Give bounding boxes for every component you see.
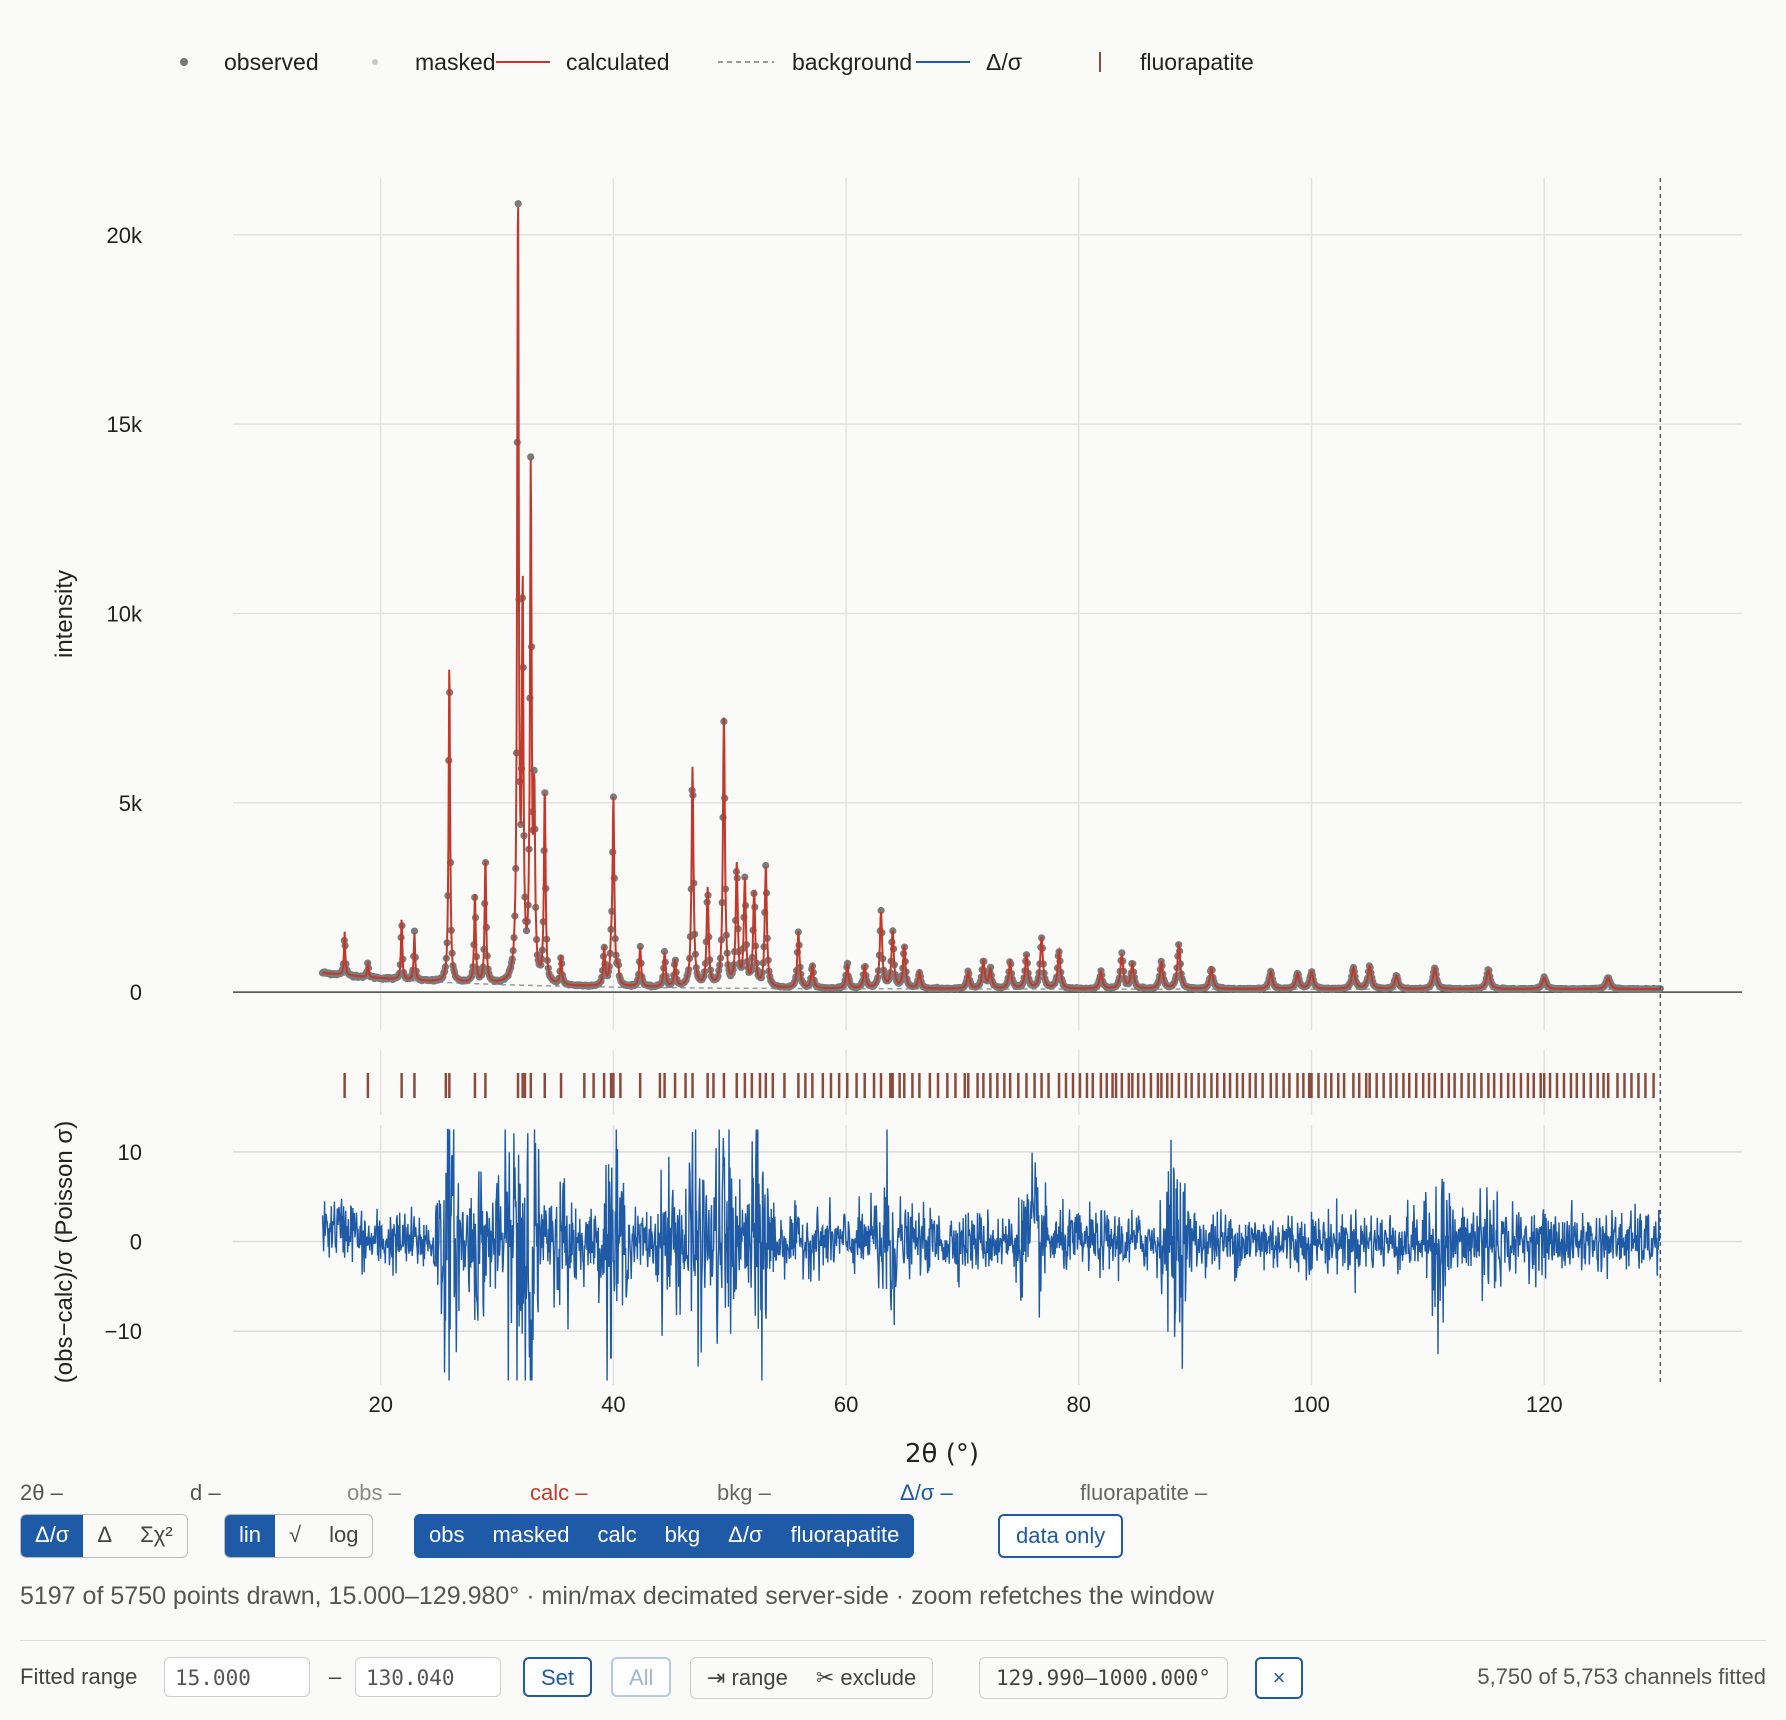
readout-2: obs – [347, 1480, 401, 1505]
observed-point [527, 453, 535, 461]
y-axis-title-residual: (obs−calc)/σ (Poisson σ) [51, 1121, 78, 1383]
x-tick-label: 60 [834, 1392, 858, 1417]
legend-item-background[interactable]: background [718, 49, 912, 75]
observed-points [318, 200, 1664, 994]
legend-label-masked: masked [415, 49, 496, 75]
residual-plot[interactable] [321, 1128, 1661, 1381]
observed-point [514, 200, 522, 208]
intensity-plot[interactable] [318, 178, 1664, 1385]
observed-point [1118, 949, 1126, 957]
legend-swatch-masked [372, 59, 378, 65]
observed-point [660, 947, 669, 956]
observed-point [636, 942, 644, 951]
exclude-tool-button[interactable]: ✂ exclude [815, 1665, 917, 1690]
x-tick-label: 40 [601, 1392, 625, 1417]
x-axis-title: 2θ (°) [905, 1439, 979, 1469]
scale-lin-button[interactable]: lin [225, 1515, 276, 1557]
remove-excluded-region-button[interactable]: × [1255, 1657, 1303, 1699]
residual-mode-toggle[interactable]: Δ/σ Δ Σχ² [20, 1514, 188, 1558]
channels-fitted-text: 5,750 of 5,753 channels fitted [1477, 1664, 1766, 1689]
legend-item-delta[interactable]: Δ/σ [916, 49, 1022, 75]
legend-label-background: background [792, 49, 912, 75]
trace-calc-button[interactable]: calc [597, 1522, 637, 1547]
observed-point [517, 820, 525, 829]
observed-point [877, 906, 885, 915]
set-range-button[interactable]: Set [523, 1657, 593, 1697]
background-curve [322, 972, 1661, 990]
excluded-region-chip[interactable]: 129.990–1000.000° [979, 1657, 1228, 1699]
y-tick-label: 15k [107, 412, 143, 437]
range-tool-button[interactable]: ⇥ range [707, 1665, 788, 1690]
scale-log-button[interactable]: log [329, 1522, 359, 1547]
y-tick-label: 20k [107, 223, 143, 248]
mode-chi2-button[interactable]: Σχ² [140, 1522, 173, 1547]
legend-swatch-observed [180, 58, 188, 66]
observed-point [762, 861, 770, 870]
y-axis-title-intensity: intensity [51, 570, 78, 658]
readout-0: 2θ – [20, 1480, 63, 1505]
residual-curve [321, 1128, 1661, 1381]
readout-3: calc – [530, 1480, 588, 1505]
observed-point [987, 963, 995, 971]
trace-visibility-toggles[interactable]: obs masked calc bkg Δ/σ fluorapatite [414, 1514, 915, 1558]
readout-4: bkg – [717, 1480, 771, 1505]
scale-toggle[interactable]: lin √ log [224, 1514, 374, 1558]
readout-6: fluorapatite – [1080, 1480, 1208, 1505]
legend-item-phase[interactable]: fluorapatite [1099, 49, 1254, 75]
observed-point [410, 927, 419, 935]
legend-item-observed[interactable]: observed [180, 49, 319, 75]
legend-label-observed: observed [224, 49, 319, 75]
observed-point [741, 873, 749, 881]
scale-sqrt-button[interactable]: √ [289, 1522, 302, 1547]
observed-point [541, 789, 549, 797]
readout-5: Δ/σ – [900, 1480, 953, 1505]
trace-phase-button[interactable]: fluorapatite [790, 1522, 900, 1547]
data-only-button[interactable]: data only [998, 1514, 1124, 1558]
y-tick-label: 0 [130, 980, 142, 1005]
y-tick-label: 5k [119, 791, 143, 816]
legend-label-phase: fluorapatite [1140, 49, 1254, 75]
fitted-range-label: Fitted range [20, 1664, 138, 1689]
calculated-curve [322, 206, 1661, 991]
mode-delta-button[interactable]: Δ [97, 1522, 113, 1547]
trace-obs-button[interactable]: obs [429, 1522, 465, 1547]
phase-tick-plot [343, 1073, 1655, 1098]
powder-diffraction-chart[interactable]: observed masked calculated background Δ/σ flu… [0, 0, 1786, 1475]
legend-label-delta: Δ/σ [986, 49, 1022, 75]
range-end-input[interactable]: 130.040 [355, 1657, 501, 1697]
axis-labels: 2θ (°) intensity (obs−calc)/σ (Poisson σ… [51, 570, 979, 1469]
x-tick-label: 80 [1067, 1392, 1091, 1417]
trace-bkg-button[interactable]: bkg [664, 1522, 701, 1547]
status-text: 5197 of 5750 points drawn, 15.000–129.98… [20, 1582, 1214, 1610]
x-tick-label: 20 [368, 1392, 392, 1417]
resid-tick-label: 0 [130, 1230, 142, 1255]
mode-delta-sigma-button[interactable]: Δ/σ [21, 1515, 84, 1557]
all-range-button[interactable]: All [611, 1657, 672, 1697]
trace-delta-button[interactable]: Δ/σ [728, 1522, 763, 1547]
resid-tick-label: 10 [118, 1140, 142, 1165]
observed-point [609, 793, 618, 801]
observed-point [522, 927, 531, 935]
readout-1: d – [190, 1480, 221, 1505]
resid-tick-label: −10 [105, 1319, 142, 1344]
range-dash: – [329, 1664, 342, 1689]
legend-item-masked[interactable]: masked [372, 49, 496, 75]
x-tick-label: 120 [1526, 1392, 1563, 1417]
divider [20, 1640, 1766, 1641]
trace-masked-button[interactable]: masked [492, 1522, 570, 1547]
chart-legend: observed masked calculated background Δ/σ flu… [180, 49, 1254, 75]
legend-item-calculated[interactable]: calculated [496, 49, 670, 75]
observed-point [844, 959, 852, 967]
legend-label-calculated: calculated [566, 49, 670, 75]
y-tick-label: 10k [107, 601, 143, 626]
x-tick-label: 100 [1293, 1392, 1330, 1417]
range-start-input[interactable]: 15.000 [164, 1657, 310, 1697]
range-tool-group[interactable]: ⇥ range ✂ exclude [690, 1657, 934, 1699]
